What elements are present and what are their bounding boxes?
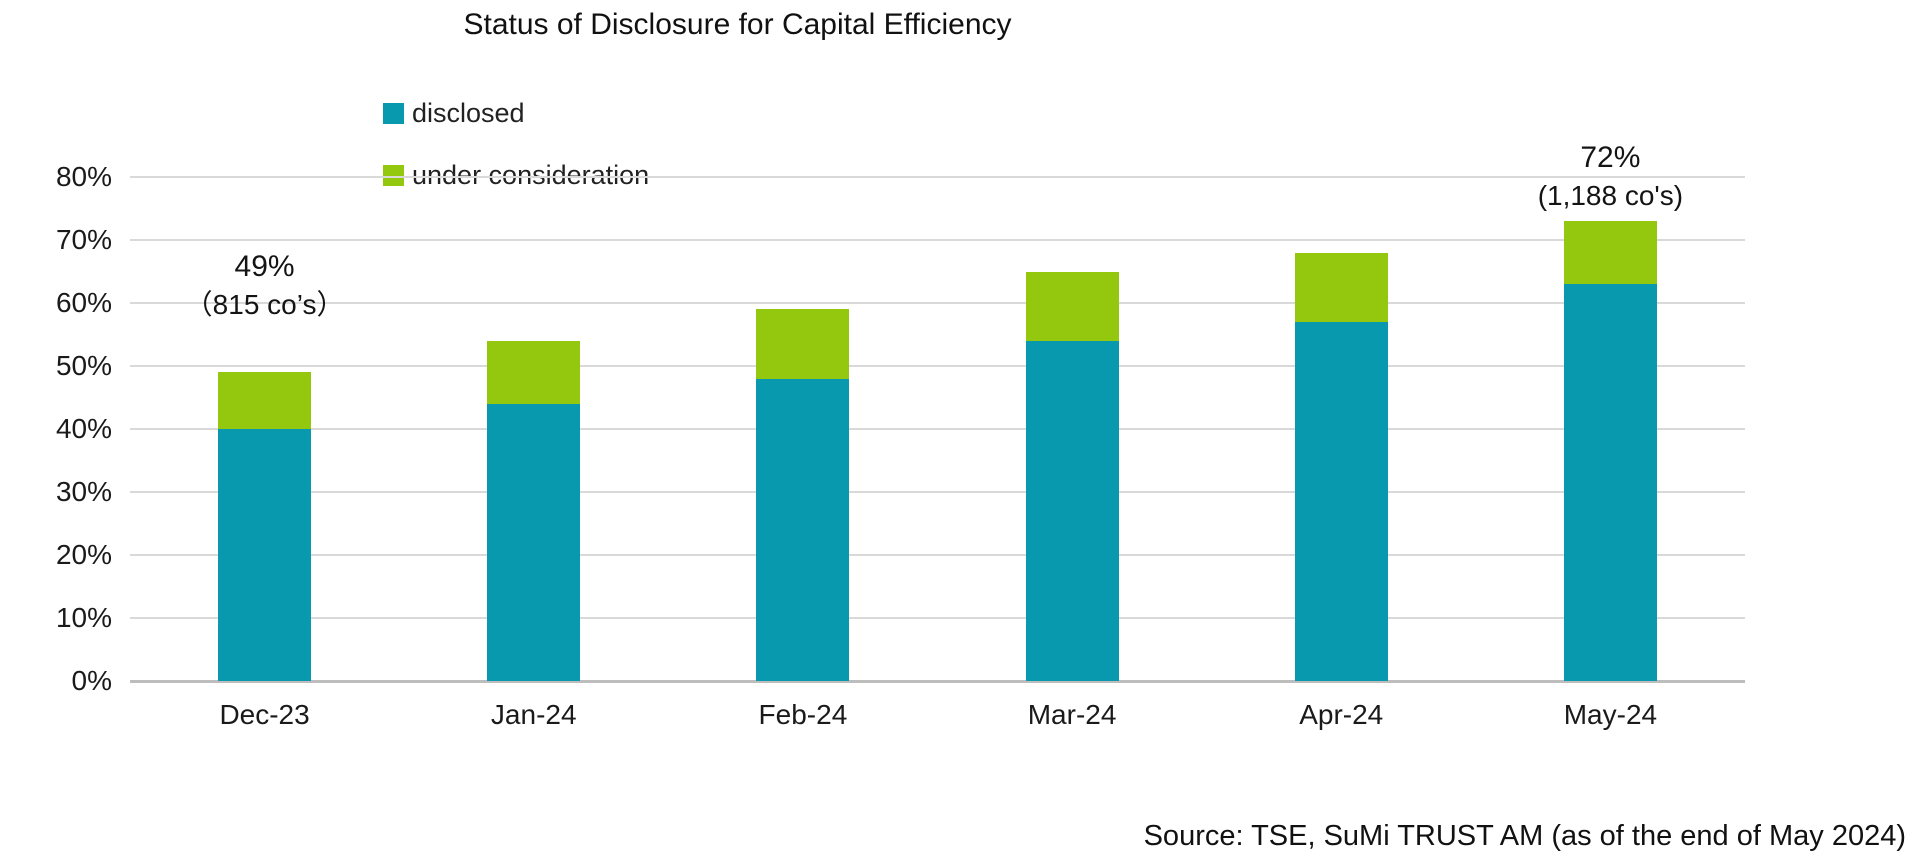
gridline [130, 365, 1745, 367]
gridline [130, 554, 1745, 556]
y-axis-label: 40% [55, 413, 112, 444]
x-axis-label: Feb-24 [758, 699, 848, 730]
y-axis-label: 20% [55, 539, 112, 570]
bar-segment-under-consideration-Apr-24 [1294, 252, 1388, 322]
gridline [130, 302, 1745, 304]
gridline [130, 176, 1745, 178]
annotation-companies: (1,188 co's) [1537, 180, 1684, 212]
legend-label-under-consideration: under consideration [412, 159, 650, 190]
bar-segment-under-consideration-Dec-23 [218, 372, 312, 429]
legend-swatch-under-consideration-icon [383, 164, 404, 186]
bar-segment-disclosed-Mar-24 [1025, 340, 1119, 681]
legend-label-disclosed: disclosed [412, 97, 525, 128]
y-axis-label: 60% [55, 287, 112, 318]
annotation-percent: 49% [234, 250, 295, 284]
gridline [130, 428, 1745, 430]
y-axis-label: 10% [55, 602, 112, 633]
x-axis-label: Dec-23 [219, 699, 310, 730]
bar-segment-disclosed-Dec-23 [218, 429, 312, 681]
gridline [130, 239, 1745, 241]
y-axis-label: 50% [55, 350, 112, 381]
bar-segment-under-consideration-Mar-24 [1025, 271, 1119, 341]
legend-swatch-disclosed-icon [383, 102, 404, 124]
legend-item-disclosed: disclosed [383, 96, 649, 130]
chart-title: Status of Disclosure for Capital Efficie… [463, 8, 1012, 41]
bar-segment-disclosed-Feb-24 [756, 378, 850, 681]
gridline [130, 491, 1745, 493]
x-axis-label: Apr-24 [1299, 699, 1384, 730]
bar-segment-under-consideration-Jan-24 [487, 340, 581, 404]
y-axis-label: 0% [71, 665, 112, 696]
y-axis: 0% 10% 20% 30% 40% 50% 60% 70% 80% [0, 161, 112, 696]
data-annotation-Dec-23: 49% （815 co’s） [105, 248, 425, 324]
y-axis-label: 30% [55, 476, 112, 507]
bar-segment-under-consideration-Feb-24 [756, 309, 850, 379]
annotation-companies: （815 co’s） [184, 289, 345, 321]
x-axis: Dec-23 Jan-24 Feb-24 Mar-24 Apr-24 May-24 [130, 697, 1745, 737]
y-axis-label: 70% [55, 224, 112, 255]
x-axis-label: May-24 [1563, 699, 1658, 730]
x-axis-label: Jan-24 [490, 699, 577, 730]
annotation-percent: 72% [1580, 141, 1641, 175]
y-axis-label: 80% [55, 161, 112, 192]
plot-area [130, 176, 1745, 683]
bar-segment-disclosed-May-24 [1563, 284, 1657, 681]
data-annotation-May-24: 72% (1,188 co's) [1450, 139, 1770, 215]
bar-segment-under-consideration-May-24 [1563, 221, 1657, 285]
gridline [130, 617, 1745, 619]
bar-segment-disclosed-Apr-24 [1294, 321, 1388, 681]
x-axis-line [130, 680, 1745, 683]
legend: disclosed under consideration [383, 96, 649, 220]
x-axis-label: Mar-24 [1027, 699, 1117, 730]
bar-segment-disclosed-Jan-24 [487, 403, 581, 681]
legend-item-under-consideration: under consideration [383, 158, 649, 192]
source-note: Source: TSE, SuMi TRUST AM (as of the en… [1143, 820, 1906, 852]
